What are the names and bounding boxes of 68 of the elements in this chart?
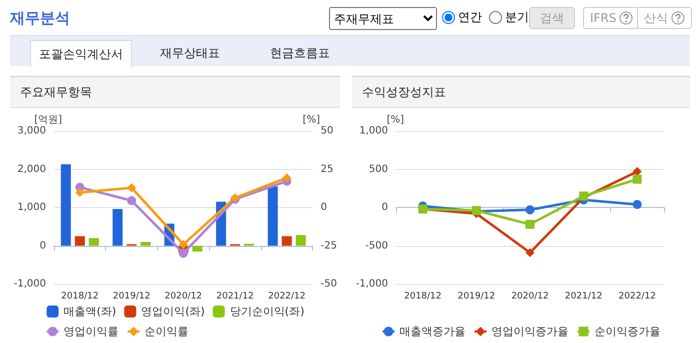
point <box>282 173 292 182</box>
bar <box>296 235 306 246</box>
legend-label: 영업이익률 <box>64 325 119 338</box>
point <box>75 188 84 198</box>
point <box>526 220 534 229</box>
y-tick-label: -1,000 <box>356 278 388 290</box>
y-tick-label: 500 <box>368 164 388 175</box>
x-tick-label: 2018/12 <box>404 292 442 302</box>
y-tick-label: 1,000 <box>359 126 388 136</box>
point <box>526 205 534 214</box>
x-tick-label: 2020/12 <box>511 292 549 302</box>
bar <box>282 236 292 246</box>
point <box>632 200 642 209</box>
point <box>178 240 188 249</box>
legend-label: 매출액증가율 <box>400 325 466 338</box>
bar <box>268 186 278 246</box>
point <box>632 174 642 184</box>
legend-label: 영업이익(좌) <box>141 305 205 318</box>
legend-label: 당기순이익(좌) <box>230 305 304 318</box>
text: 주재무제표 <box>329 7 437 30</box>
y2-tick-label: -50 <box>320 278 338 290</box>
text: 포괄손익계산서 <box>30 40 132 67</box>
y2-tick-label: 0 <box>320 202 328 213</box>
chart-title: 수익성장성지표 <box>352 77 690 108</box>
y2-tick-label: 25 <box>320 164 334 175</box>
y-tick-label: 3,000 <box>17 126 46 136</box>
y-tick-label: 0 <box>382 202 388 213</box>
x-tick-label: 2020/12 <box>164 292 202 302</box>
y-tick-label: -500 <box>365 240 388 252</box>
text: 산식 <box>637 7 692 29</box>
text: 분기 <box>504 9 529 26</box>
point <box>127 196 136 206</box>
bar <box>140 242 151 246</box>
point <box>127 183 136 192</box>
text: 현금흐름표 <box>269 45 331 62</box>
point <box>178 248 188 258</box>
y-axis-title: [%] <box>386 114 404 126</box>
bar <box>74 236 85 246</box>
y-tick-label: -1,000 <box>14 278 46 290</box>
text: 재무상태표 <box>159 45 221 62</box>
x-tick-label: 2019/12 <box>112 292 150 302</box>
text: IFRS <box>583 7 640 29</box>
y2-tick-label: -25 <box>320 240 338 252</box>
text: 검색 <box>529 7 575 29</box>
legend-label: 순이익증가율 <box>594 325 660 338</box>
x-tick-label: 2022/12 <box>268 292 306 302</box>
point <box>526 248 534 258</box>
x-tick-label: 2021/12 <box>216 292 254 302</box>
y-tick-label: 0 <box>40 240 46 252</box>
y-axis-title: [억원] <box>34 114 62 126</box>
x-tick-label: 2022/12 <box>618 292 656 302</box>
x-tick-label: 2019/12 <box>458 292 496 302</box>
y-tick-label: 2,000 <box>17 164 46 175</box>
legend-label: 순이익률 <box>144 325 189 338</box>
bar <box>88 238 99 246</box>
legend-label: 매출액(좌) <box>64 305 116 318</box>
x-tick-label: 2021/12 <box>564 292 602 302</box>
y2-axis-title: [%] <box>302 114 320 126</box>
bar <box>112 209 123 246</box>
text: 연간 <box>457 9 482 26</box>
chart-title: 주요재무항목 <box>10 77 340 108</box>
text: 재무분석 <box>10 9 70 28</box>
y2-tick-label: 50 <box>320 126 334 136</box>
y-tick-label: 1,000 <box>17 202 46 213</box>
x-tick-label: 2018/12 <box>61 292 99 302</box>
legend-label: 영업이익증가율 <box>492 325 568 338</box>
bar <box>192 246 202 252</box>
bar <box>60 164 71 246</box>
